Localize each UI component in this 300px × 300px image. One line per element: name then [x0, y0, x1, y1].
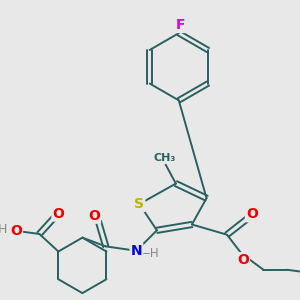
Text: O: O	[246, 207, 258, 221]
Text: O: O	[52, 206, 64, 220]
Text: S: S	[134, 197, 144, 211]
Text: N: N	[130, 244, 142, 258]
Text: H: H	[0, 223, 8, 236]
Text: O: O	[237, 253, 249, 267]
Text: O: O	[10, 224, 22, 238]
Text: CH₃: CH₃	[153, 153, 175, 163]
Text: −H: −H	[140, 247, 159, 260]
Text: O: O	[88, 209, 100, 223]
Text: F: F	[176, 18, 185, 32]
